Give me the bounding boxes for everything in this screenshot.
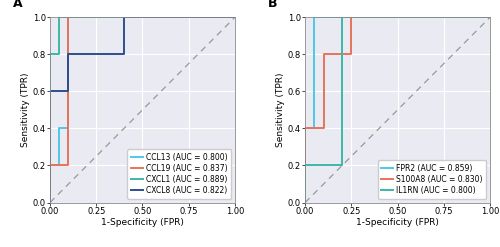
Legend: FPR2 (AUC = 0.859), S100A8 (AUC = 0.830), IL1RN (AUC = 0.800): FPR2 (AUC = 0.859), S100A8 (AUC = 0.830)… [378,160,486,199]
CCL19 (AUC = 0.837) [66,164,71,167]
IL1RN (AUC = 0.800) [302,201,308,204]
CXCL1 (AUC = 0.889) [74,16,80,19]
CCL19 (AUC = 0.837) [102,16,108,19]
S100A8 (AUC = 0.830) [302,127,308,130]
CXCL8 (AUC = 0.822) [66,90,71,93]
CCL13 (AUC = 0.800) [56,164,62,167]
FPR2 (AUC = 0.859) [487,16,493,19]
Line: CCL19 (AUC = 0.837): CCL19 (AUC = 0.837) [50,17,235,203]
IL1RN (AUC = 0.800) [339,164,345,167]
CCL19 (AUC = 0.837) [66,16,71,19]
CCL13 (AUC = 0.800) [47,201,53,204]
CCL19 (AUC = 0.837) [232,16,238,19]
Line: CCL13 (AUC = 0.800): CCL13 (AUC = 0.800) [50,17,235,203]
FPR2 (AUC = 0.859) [302,127,308,130]
S100A8 (AUC = 0.830) [348,53,354,56]
X-axis label: 1-Specificity (FPR): 1-Specificity (FPR) [101,219,184,227]
CXCL8 (AUC = 0.822) [47,90,53,93]
S100A8 (AUC = 0.830) [348,16,354,19]
CCL13 (AUC = 0.800) [66,16,71,19]
S100A8 (AUC = 0.830) [320,127,326,130]
Line: S100A8 (AUC = 0.830): S100A8 (AUC = 0.830) [305,17,490,203]
Legend: CCL13 (AUC = 0.800), CCL19 (AUC = 0.837), CXCL1 (AUC = 0.889), CXCL8 (AUC = 0.82: CCL13 (AUC = 0.800), CCL19 (AUC = 0.837)… [128,149,231,199]
Line: IL1RN (AUC = 0.800): IL1RN (AUC = 0.800) [305,17,490,203]
Y-axis label: Sensitivity (TPR): Sensitivity (TPR) [276,73,285,147]
CCL13 (AUC = 0.800) [232,16,238,19]
Line: CXCL1 (AUC = 0.889): CXCL1 (AUC = 0.889) [50,17,235,203]
FPR2 (AUC = 0.859) [312,127,318,130]
X-axis label: 1-Specificity (FPR): 1-Specificity (FPR) [356,219,439,227]
Line: FPR2 (AUC = 0.859): FPR2 (AUC = 0.859) [305,17,490,203]
Line: CXCL8 (AUC = 0.822): CXCL8 (AUC = 0.822) [50,17,235,203]
CCL13 (AUC = 0.800) [66,127,71,130]
CXCL8 (AUC = 0.822) [66,53,71,56]
FPR2 (AUC = 0.859) [312,16,318,19]
CXCL1 (AUC = 0.889) [47,53,53,56]
S100A8 (AUC = 0.830) [320,53,326,56]
CXCL8 (AUC = 0.822) [47,201,53,204]
IL1RN (AUC = 0.800) [302,164,308,167]
CXCL1 (AUC = 0.889) [56,16,62,19]
CXCL8 (AUC = 0.822) [121,16,127,19]
FPR2 (AUC = 0.859) [302,201,308,204]
IL1RN (AUC = 0.800) [358,16,364,19]
CCL19 (AUC = 0.837) [102,16,108,19]
Text: B: B [268,0,278,10]
CCL19 (AUC = 0.837) [47,164,53,167]
IL1RN (AUC = 0.800) [358,16,364,19]
IL1RN (AUC = 0.800) [339,16,345,19]
CCL19 (AUC = 0.837) [47,201,53,204]
S100A8 (AUC = 0.830) [302,201,308,204]
IL1RN (AUC = 0.800) [487,16,493,19]
CCL13 (AUC = 0.800) [56,127,62,130]
CXCL1 (AUC = 0.889) [56,53,62,56]
S100A8 (AUC = 0.830) [487,16,493,19]
CXCL1 (AUC = 0.889) [232,16,238,19]
CCL13 (AUC = 0.800) [47,164,53,167]
FPR2 (AUC = 0.859) [358,16,364,19]
CXCL1 (AUC = 0.889) [74,16,80,19]
CXCL8 (AUC = 0.822) [121,53,127,56]
FPR2 (AUC = 0.859) [358,16,364,19]
CXCL8 (AUC = 0.822) [232,16,238,19]
Y-axis label: Sensitivity (TPR): Sensitivity (TPR) [21,73,30,147]
CXCL1 (AUC = 0.889) [47,201,53,204]
Text: A: A [13,0,22,10]
